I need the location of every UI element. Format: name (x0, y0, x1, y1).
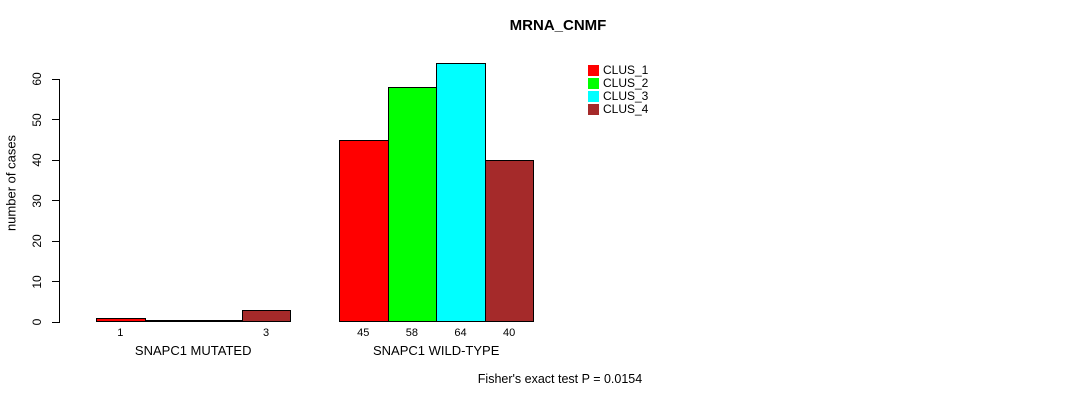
legend-swatch-clus_3 (588, 91, 599, 102)
legend: CLUS_1 CLUS_2 CLUS_3 CLUS_4 (588, 64, 648, 116)
legend-swatch-clus_4 (588, 104, 599, 115)
legend-label: CLUS_4 (603, 102, 649, 116)
y-axis-tick-label: 10 (30, 274, 44, 289)
x-group-label: SNAPC1 MUTATED (134, 343, 252, 358)
y-axis-tick-label: 50 (30, 112, 44, 127)
fisher-test-annotation: Fisher's exact test P = 0.0154 (477, 372, 643, 386)
y-axis-tick-label: 30 (30, 193, 44, 208)
bar-clus_4 (485, 160, 534, 322)
y-axis-tick-label: 40 (30, 153, 44, 167)
x-group-label: SNAPC1 WILD-TYPE (372, 343, 500, 358)
legend-swatch-clus_2 (588, 78, 599, 89)
y-axis-tick (52, 240, 59, 242)
bar-clus_3 (436, 63, 486, 322)
bar-clus_2 (388, 87, 437, 322)
y-axis-label: number of cases (3, 134, 19, 232)
bar-value-label: 40 (502, 327, 516, 339)
legend-item: CLUS_3 (588, 90, 648, 103)
bar-value-label: 45 (357, 327, 370, 339)
y-axis-tick (52, 78, 59, 80)
legend-swatch-clus_1 (588, 65, 599, 76)
y-axis-tick-label: 0 (30, 318, 44, 326)
legend-label: CLUS_2 (603, 76, 649, 90)
bar-clus_2-zero (145, 320, 194, 322)
y-axis-tick (52, 200, 59, 201)
bar-value-label: 1 (117, 327, 124, 339)
bar-value-label: 64 (454, 327, 467, 339)
y-axis-tick-label: 60 (30, 72, 44, 86)
legend-item: CLUS_2 (588, 77, 648, 90)
bar-value-label: 3 (263, 327, 270, 339)
y-axis-tick (52, 119, 59, 120)
bar-clus_1 (96, 318, 146, 322)
y-axis-tick-label: 20 (30, 234, 44, 248)
y-axis-tick (52, 321, 59, 323)
legend-item: CLUS_4 (588, 103, 648, 116)
legend-label: CLUS_1 (603, 63, 649, 77)
y-axis-tick (52, 159, 59, 161)
legend-item: CLUS_1 (588, 64, 648, 77)
bar-clus_3-zero (193, 320, 243, 322)
y-axis-line (59, 79, 60, 323)
bar-value-label: 58 (405, 327, 419, 339)
bar-clus_4 (242, 310, 291, 322)
chart-title: MRNA_CNMF (509, 17, 607, 34)
legend-label: CLUS_3 (603, 89, 649, 103)
bar-clus_1 (339, 140, 389, 322)
y-axis-tick (52, 281, 59, 282)
